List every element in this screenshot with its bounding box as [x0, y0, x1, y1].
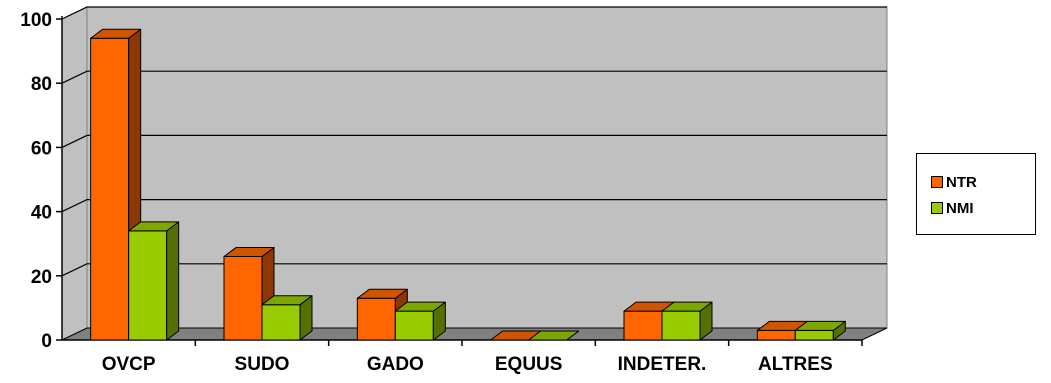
y-tick-label: 20 — [31, 267, 52, 288]
y-tick-label: 60 — [31, 138, 52, 159]
bar-ntr-altres — [756, 320, 808, 341]
y-tick-label: 40 — [31, 203, 52, 224]
legend-label-ntr: NTR — [946, 173, 977, 191]
bar-nmi-equus — [528, 330, 580, 341]
legend-swatch-nmi — [931, 202, 943, 214]
gridline — [61, 70, 887, 84]
chart-side-wall — [61, 6, 88, 341]
chart-back-wall — [86, 6, 888, 329]
x-tick-label: SUDO — [235, 354, 290, 375]
x-tick-label: GADO — [367, 354, 424, 375]
legend-swatch-ntr — [931, 176, 943, 188]
bar-nmi-gado — [394, 301, 446, 341]
x-tick-label: ALTRES — [758, 354, 833, 375]
y-tick-label: 100 — [20, 10, 52, 31]
y-tick-label: 0 — [41, 331, 52, 352]
x-tick-label: OVCP — [102, 354, 156, 375]
legend-label-nmi: NMI — [946, 199, 974, 217]
bar-nmi-ovcp — [128, 221, 180, 341]
gridline — [61, 199, 887, 213]
legend: NTR NMI — [916, 153, 1036, 235]
legend-item-ntr: NTR — [931, 173, 977, 191]
gridline — [61, 6, 887, 20]
bar-nmi-altres — [794, 320, 846, 341]
gridline — [61, 134, 887, 148]
gridline — [61, 263, 887, 277]
bar-nmi-sudo — [261, 295, 313, 341]
bar-nmi-indeter — [661, 301, 713, 341]
legend-item-nmi: NMI — [931, 199, 974, 217]
x-tick-label: EQUUS — [495, 354, 563, 375]
x-tick-label: INDETER. — [618, 354, 707, 375]
y-tick-label: 80 — [31, 74, 52, 95]
